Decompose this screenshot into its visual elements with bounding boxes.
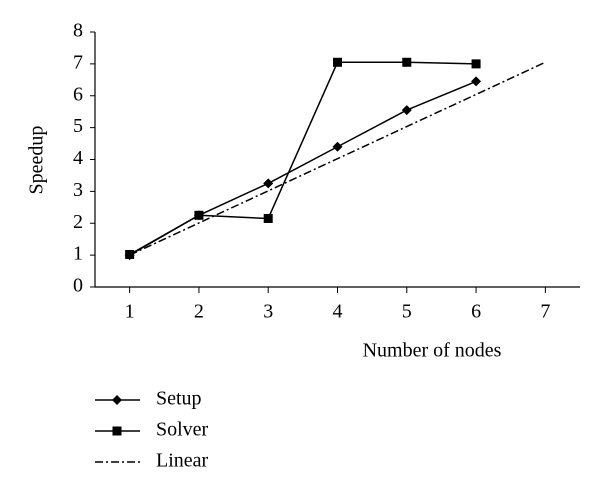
data-point [402,57,412,67]
y-tick-label: 0 [73,275,83,297]
legend-marker [112,395,122,405]
legend-label: Linear [156,450,209,472]
series-line [129,61,477,256]
x-tick-label: 6 [471,301,481,323]
y-tick-label: 2 [73,211,83,233]
data-point [194,210,204,220]
y-tick-label: 1 [73,243,83,265]
data-point [263,213,273,223]
data-point [332,141,343,152]
y-tick-label: 3 [73,179,83,201]
x-tick-label: 3 [263,301,273,323]
data-point [333,57,342,67]
legend-marker [112,426,122,436]
y-tick-label: 8 [73,20,83,42]
y-tick-label: 7 [73,51,83,73]
data-point [263,178,274,189]
data-point [471,59,481,69]
data-point [471,76,482,87]
x-tick-label: 4 [333,301,343,323]
y-tick-label: 5 [73,115,83,137]
x-tick-label: 5 [402,301,412,323]
legend-label: Setup [156,388,202,410]
series-line [129,80,477,256]
y-axis-label: Speedup [26,126,48,195]
legend-label: Solver [156,419,209,441]
series-line [129,61,546,256]
x-tick-label: 7 [540,301,550,323]
y-tick-label: 6 [73,83,83,105]
x-axis-label: Number of nodes [363,340,502,362]
x-tick-label: 2 [194,301,204,323]
y-tick-label: 4 [73,147,83,169]
x-tick-label: 1 [125,301,135,323]
data-point [401,105,412,116]
